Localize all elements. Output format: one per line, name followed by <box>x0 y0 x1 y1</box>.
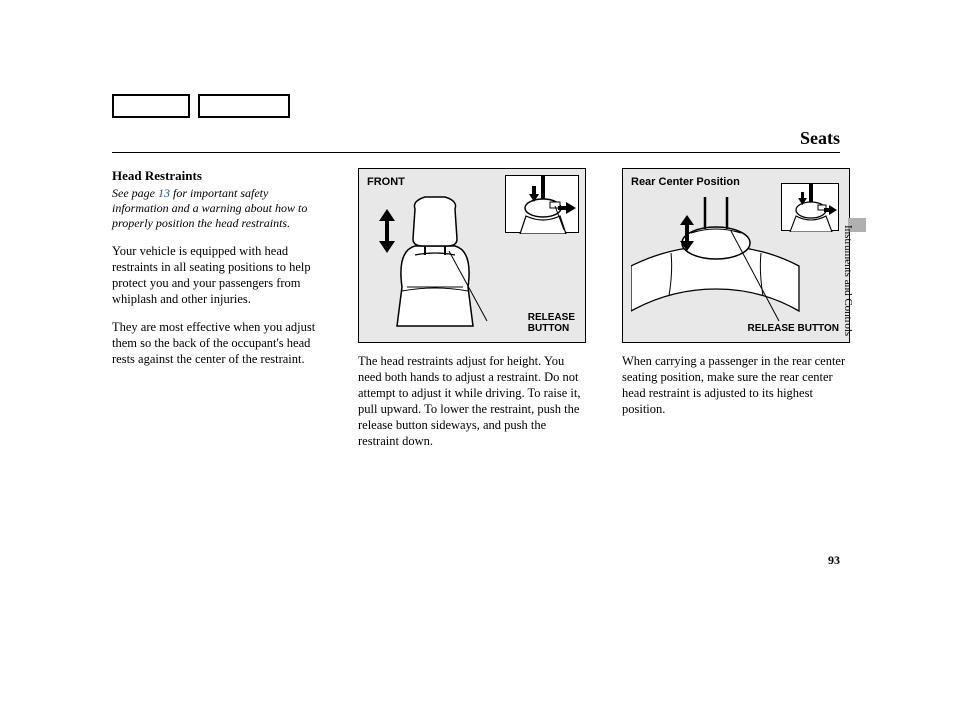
column-3: Rear Center Position <box>622 168 850 548</box>
release-button-label: RELEASE BUTTON <box>748 323 840 334</box>
figure-title: Rear Center Position <box>631 175 740 189</box>
header-box-2 <box>198 94 290 118</box>
paragraph: When carrying a passenger in the rear ce… <box>622 353 850 417</box>
safety-note: See page 13 for important safety informa… <box>112 186 322 231</box>
column-2: FRONT <box>358 168 586 548</box>
title-rule <box>112 152 840 153</box>
inset-svg <box>782 184 840 232</box>
page-title: Seats <box>800 128 840 149</box>
inset-svg <box>506 176 580 234</box>
inset-detail <box>505 175 579 233</box>
figure-rear: Rear Center Position <box>622 168 850 343</box>
content-columns: Head Restraints See page 13 for importan… <box>112 168 840 548</box>
paragraph: They are most effective when you adjust … <box>112 319 322 367</box>
header-boxes <box>112 94 290 118</box>
figure-title: FRONT <box>367 175 405 189</box>
page-link[interactable]: 13 <box>158 186 170 200</box>
figure-front: FRONT <box>358 168 586 343</box>
rear-headrest-diagram <box>631 191 801 331</box>
column-1: Head Restraints See page 13 for importan… <box>112 168 322 548</box>
inset-detail <box>781 183 839 231</box>
front-headrest-diagram <box>367 191 497 331</box>
note-prefix: See page <box>112 186 158 200</box>
side-tab-label: Instruments and Controls <box>842 225 854 336</box>
paragraph: The head restraints adjust for height. Y… <box>358 353 586 449</box>
header-box-1 <box>112 94 190 118</box>
release-button-label: RELEASE BUTTON <box>528 312 575 334</box>
paragraph: Your vehicle is equipped with head restr… <box>112 243 322 307</box>
page-number: 93 <box>828 553 840 568</box>
subheading: Head Restraints <box>112 168 322 185</box>
